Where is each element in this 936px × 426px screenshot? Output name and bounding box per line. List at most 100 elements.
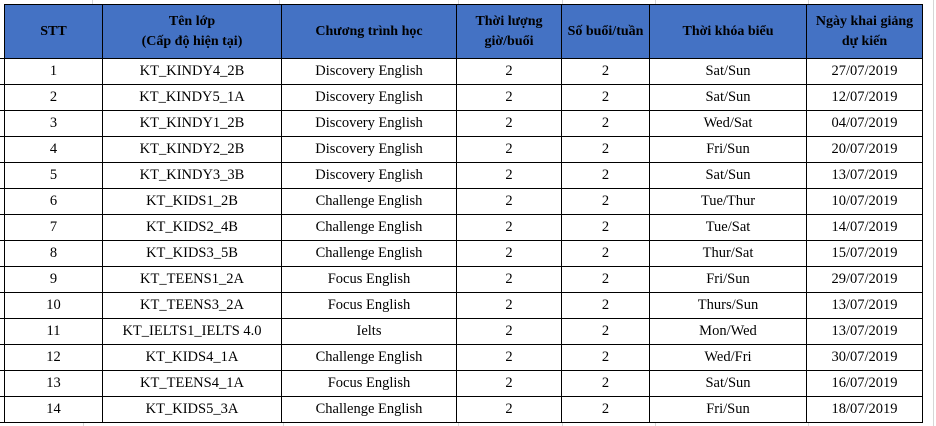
cell-hours-per-session[interactable]: 2 (456, 110, 562, 137)
cell-hours-per-session[interactable]: 2 (456, 84, 562, 111)
cell-weekly-schedule[interactable]: Fri/Sun (649, 266, 807, 293)
cell-class-name[interactable]: KT_KIDS4_1A (102, 344, 282, 371)
column-header-weekly-schedule[interactable]: Thời khóa biểu (649, 4, 807, 59)
cell-program[interactable]: Challenge English (281, 344, 457, 371)
cell-program[interactable]: Discovery English (281, 110, 457, 137)
cell-program[interactable]: Focus English (281, 292, 457, 319)
cell-stt[interactable]: 14 (4, 396, 103, 423)
cell-stt[interactable]: 10 (4, 292, 103, 319)
cell-stt[interactable]: 5 (4, 162, 103, 189)
cell-program[interactable]: Discovery English (281, 162, 457, 189)
cell-weekly-schedule[interactable]: Fri/Sun (649, 396, 807, 423)
column-header-program[interactable]: Chương trình học (281, 4, 457, 59)
cell-stt[interactable]: 9 (4, 266, 103, 293)
cell-program[interactable]: Ielts (281, 318, 457, 345)
cell-hours-per-session[interactable]: 2 (456, 136, 562, 163)
cell-hours-per-session[interactable]: 2 (456, 292, 562, 319)
cell-weekly-schedule[interactable]: Wed/Sat (649, 110, 807, 137)
cell-weekly-schedule[interactable]: Fri/Sun (649, 136, 807, 163)
cell-class-name[interactable]: KT_KINDY2_2B (102, 136, 282, 163)
cell-hours-per-session[interactable]: 2 (456, 266, 562, 293)
cell-expected-start-date[interactable]: 27/07/2019 (806, 58, 923, 85)
cell-sessions-per-week[interactable]: 2 (561, 110, 650, 137)
column-header-stt[interactable]: STT (4, 4, 103, 59)
cell-program[interactable]: Challenge English (281, 240, 457, 267)
cell-expected-start-date[interactable]: 13/07/2019 (806, 292, 923, 319)
cell-class-name[interactable]: KT_KINDY1_2B (102, 110, 282, 137)
cell-weekly-schedule[interactable]: Tue/Sat (649, 214, 807, 241)
cell-sessions-per-week[interactable]: 2 (561, 344, 650, 371)
cell-sessions-per-week[interactable]: 2 (561, 292, 650, 319)
cell-expected-start-date[interactable]: 16/07/2019 (806, 370, 923, 397)
cell-stt[interactable]: 3 (4, 110, 103, 137)
cell-weekly-schedule[interactable]: Thurs/Sun (649, 292, 807, 319)
cell-expected-start-date[interactable]: 10/07/2019 (806, 188, 923, 215)
cell-sessions-per-week[interactable]: 2 (561, 240, 650, 267)
cell-hours-per-session[interactable]: 2 (456, 162, 562, 189)
cell-weekly-schedule[interactable]: Mon/Wed (649, 318, 807, 345)
column-header-hours-per-session[interactable]: Thời lượng giờ/buổi (456, 4, 562, 59)
cell-class-name[interactable]: KT_KIDS5_3A (102, 396, 282, 423)
cell-program[interactable]: Focus English (281, 370, 457, 397)
cell-expected-start-date[interactable]: 18/07/2019 (806, 396, 923, 423)
cell-program[interactable]: Discovery English (281, 136, 457, 163)
cell-expected-start-date[interactable]: 13/07/2019 (806, 318, 923, 345)
cell-stt[interactable]: 8 (4, 240, 103, 267)
cell-program[interactable]: Discovery English (281, 58, 457, 85)
cell-sessions-per-week[interactable]: 2 (561, 188, 650, 215)
cell-expected-start-date[interactable]: 15/07/2019 (806, 240, 923, 267)
cell-class-name[interactable]: KT_KINDY5_1A (102, 84, 282, 111)
cell-class-name[interactable]: KT_KIDS1_2B (102, 188, 282, 215)
cell-stt[interactable]: 1 (4, 58, 103, 85)
cell-sessions-per-week[interactable]: 2 (561, 58, 650, 85)
cell-hours-per-session[interactable]: 2 (456, 396, 562, 423)
cell-stt[interactable]: 6 (4, 188, 103, 215)
cell-expected-start-date[interactable]: 12/07/2019 (806, 84, 923, 111)
cell-sessions-per-week[interactable]: 2 (561, 214, 650, 241)
cell-sessions-per-week[interactable]: 2 (561, 136, 650, 163)
cell-sessions-per-week[interactable]: 2 (561, 318, 650, 345)
cell-expected-start-date[interactable]: 30/07/2019 (806, 344, 923, 371)
cell-hours-per-session[interactable]: 2 (456, 214, 562, 241)
cell-stt[interactable]: 7 (4, 214, 103, 241)
cell-class-name[interactable]: KT_KIDS2_4B (102, 214, 282, 241)
cell-weekly-schedule[interactable]: Wed/Fri (649, 344, 807, 371)
cell-hours-per-session[interactable]: 2 (456, 344, 562, 371)
cell-expected-start-date[interactable]: 04/07/2019 (806, 110, 923, 137)
cell-weekly-schedule[interactable]: Thur/Sat (649, 240, 807, 267)
cell-expected-start-date[interactable]: 29/07/2019 (806, 266, 923, 293)
cell-stt[interactable]: 2 (4, 84, 103, 111)
cell-program[interactable]: Challenge English (281, 396, 457, 423)
cell-class-name[interactable]: KT_TEENS3_2A (102, 292, 282, 319)
cell-sessions-per-week[interactable]: 2 (561, 84, 650, 111)
cell-program[interactable]: Challenge English (281, 214, 457, 241)
cell-hours-per-session[interactable]: 2 (456, 188, 562, 215)
cell-class-name[interactable]: KT_IELTS1_IELTS 4.0 (102, 318, 282, 345)
cell-weekly-schedule[interactable]: Tue/Thur (649, 188, 807, 215)
cell-class-name[interactable]: KT_TEENS1_2A (102, 266, 282, 293)
column-header-class-name[interactable]: Tên lớp (Cấp độ hiện tại) (102, 4, 282, 59)
cell-stt[interactable]: 11 (4, 318, 103, 345)
column-header-sessions-per-week[interactable]: Số buổi/tuần (561, 4, 650, 59)
cell-hours-per-session[interactable]: 2 (456, 370, 562, 397)
cell-program[interactable]: Challenge English (281, 188, 457, 215)
cell-class-name[interactable]: KT_KIDS3_5B (102, 240, 282, 267)
cell-expected-start-date[interactable]: 14/07/2019 (806, 214, 923, 241)
cell-class-name[interactable]: KT_TEENS4_1A (102, 370, 282, 397)
cell-expected-start-date[interactable]: 20/07/2019 (806, 136, 923, 163)
cell-sessions-per-week[interactable]: 2 (561, 162, 650, 189)
cell-weekly-schedule[interactable]: Sat/Sun (649, 58, 807, 85)
cell-sessions-per-week[interactable]: 2 (561, 396, 650, 423)
cell-sessions-per-week[interactable]: 2 (561, 266, 650, 293)
column-header-expected-start-date[interactable]: Ngày khai giảng dự kiến (806, 4, 923, 59)
cell-class-name[interactable]: KT_KINDY4_2B (102, 58, 282, 85)
cell-hours-per-session[interactable]: 2 (456, 58, 562, 85)
cell-stt[interactable]: 13 (4, 370, 103, 397)
cell-stt[interactable]: 12 (4, 344, 103, 371)
cell-program[interactable]: Focus English (281, 266, 457, 293)
cell-stt[interactable]: 4 (4, 136, 103, 163)
cell-sessions-per-week[interactable]: 2 (561, 370, 650, 397)
cell-hours-per-session[interactable]: 2 (456, 240, 562, 267)
cell-hours-per-session[interactable]: 2 (456, 318, 562, 345)
cell-weekly-schedule[interactable]: Sat/Sun (649, 370, 807, 397)
